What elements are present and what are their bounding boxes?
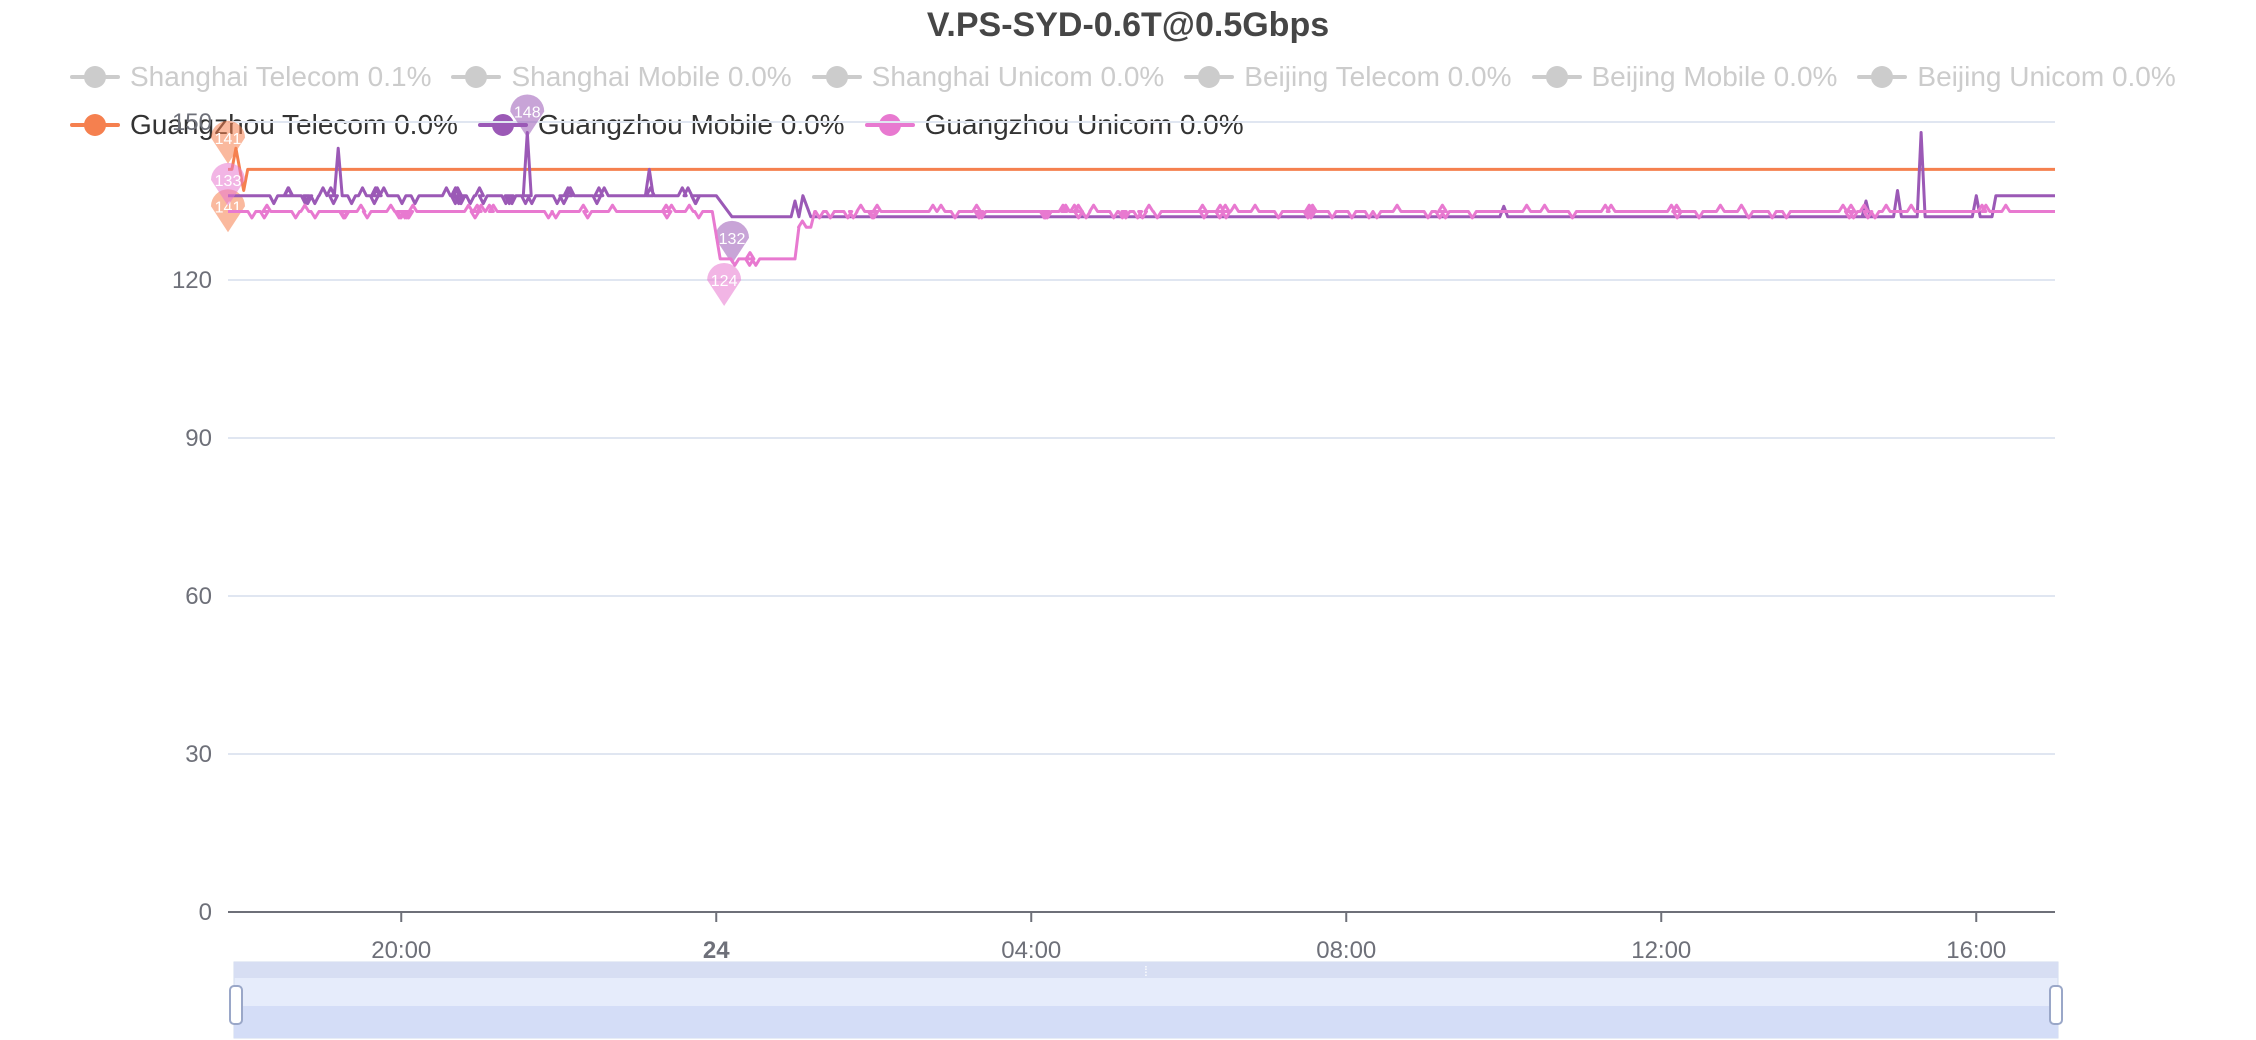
series-line-0 <box>228 146 2055 192</box>
x-tick-label: 04:00 <box>1001 937 1061 964</box>
series-line-1 <box>228 131 2055 219</box>
legend-label: Beijing Mobile 0.0% <box>1591 61 1838 92</box>
legend-item-5[interactable]: Beijing Unicom 0.0% <box>1857 61 2176 93</box>
legend-item-1[interactable]: Shanghai Mobile 0.0% <box>451 61 792 93</box>
legend-swatch-icon <box>1531 63 1582 91</box>
legend-swatch-icon <box>1857 63 1908 91</box>
marker-pin <box>211 120 245 164</box>
marker-label: 141 <box>215 131 242 148</box>
x-tick-label: 24 <box>703 937 730 964</box>
legend-label: Guangzhou Unicom 0.0% <box>924 109 1244 140</box>
legend-swatch-icon <box>811 63 862 91</box>
y-tick-label: 120 <box>172 267 212 294</box>
marker-pin <box>715 220 749 264</box>
marker-label: 148 <box>514 104 541 121</box>
legend-item-0[interactable]: Shanghai Telecom 0.1% <box>70 61 431 93</box>
y-tick-label: 90 <box>185 425 212 452</box>
y-tick-label: 60 <box>185 583 212 610</box>
x-tick-label: 16:00 <box>1946 937 2006 964</box>
y-tick-label: 150 <box>172 109 212 136</box>
marker-label: 132 <box>719 231 746 248</box>
legend-item-2[interactable]: Shanghai Unicom 0.0% <box>811 61 1165 93</box>
legend-item-3[interactable]: Beijing Telecom 0.0% <box>1184 61 1512 93</box>
legend-label: Guangzhou Mobile 0.0% <box>537 109 845 140</box>
legend-label: Beijing Telecom 0.0% <box>1244 61 1512 92</box>
series-line-2 <box>228 203 2055 267</box>
chart-title: V.PS-SYD-0.6T@0.5Gbps <box>926 6 1330 44</box>
legend-swatch-icon <box>70 111 120 139</box>
legend-row-1: Shanghai Telecom 0.1% Shanghai Mobile 0.0… <box>70 57 2196 97</box>
y-tick-label: 0 <box>199 899 212 926</box>
y-tick-label: 30 <box>185 741 212 768</box>
legend-swatch-icon <box>477 111 528 139</box>
legend-item-7[interactable]: Guangzhou Mobile 0.0% <box>477 109 845 141</box>
legend-item-8[interactable]: Guangzhou Unicom 0.0% <box>864 109 1244 141</box>
legend-label: Shanghai Unicom 0.0% <box>871 61 1165 92</box>
x-tick-label: 20:00 <box>371 937 431 964</box>
legend-swatch-icon <box>1184 63 1235 91</box>
legend-label: Shanghai Mobile 0.0% <box>511 61 792 92</box>
legend-row-2: Guangzhou Telecom 0.0% Guangzhou Mobile 0… <box>70 105 1264 145</box>
x-tick-label: 08:00 <box>1316 937 1376 964</box>
legend-swatch-icon <box>451 63 502 91</box>
marker-pin <box>707 263 742 306</box>
legend-item-4[interactable]: Beijing Mobile 0.0% <box>1531 61 1838 93</box>
legend-swatch-icon <box>70 63 120 91</box>
datazoom-left-handle[interactable] <box>229 985 243 1025</box>
datazoom-top-bar[interactable] <box>234 962 2058 978</box>
marker-pin <box>211 162 245 206</box>
legend-label: Guangzhou Telecom 0.0% <box>130 109 458 140</box>
legend-label: Shanghai Telecom 0.1% <box>130 61 432 92</box>
legend-swatch-icon <box>864 111 915 139</box>
datazoom-drag-handle[interactable]: ⁞ <box>1144 963 1148 979</box>
marker-label: 133 <box>215 173 242 190</box>
marker-pin <box>510 94 545 138</box>
datazoom-right-handle[interactable] <box>2049 985 2063 1025</box>
legend-item-6[interactable]: Guangzhou Telecom 0.0% <box>70 109 458 141</box>
marker-label: 124 <box>711 273 738 290</box>
legend-label: Beijing Unicom 0.0% <box>1917 61 2176 92</box>
x-tick-label: 12:00 <box>1631 937 1691 964</box>
datazoom-fill <box>234 1006 2058 1038</box>
